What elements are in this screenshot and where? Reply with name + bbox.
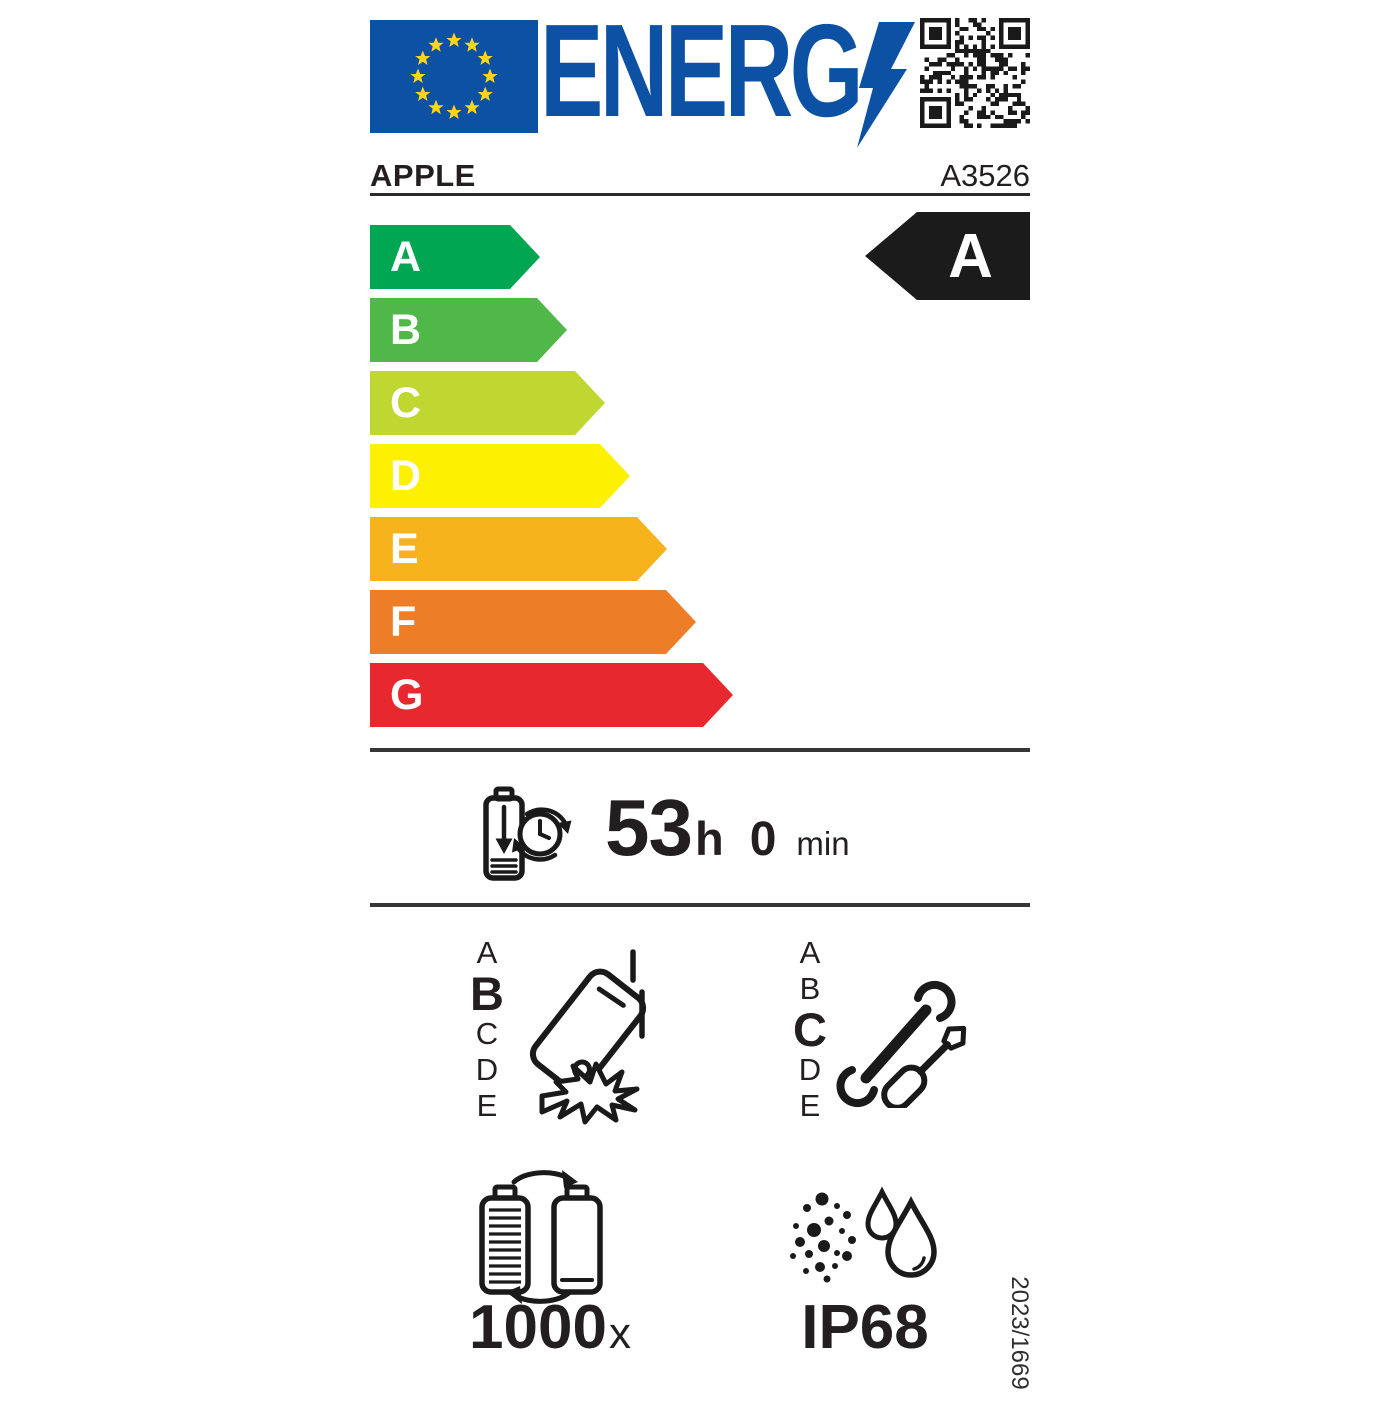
- grade-letter-a: A: [799, 935, 821, 970]
- wrench-screwdriver-icon: [836, 980, 967, 1108]
- lightning-bolt-icon: [857, 22, 915, 148]
- brand-name: APPLE: [370, 158, 476, 193]
- ip-rating: IP68: [801, 1293, 929, 1362]
- cycles-unit: x: [608, 1309, 631, 1358]
- energy-class-letter: A: [390, 232, 422, 281]
- rated-class-letter: A: [948, 221, 993, 291]
- energ-logo-text: ENERG: [540, 0, 864, 144]
- battery-cycles-value: 1000 x: [425, 1292, 675, 1363]
- grade-letter-d: D: [475, 1052, 499, 1087]
- grade-letter-a: A: [476, 935, 498, 970]
- battery-life-value: 53 h 0 min: [605, 782, 1005, 888]
- grade-letter-b-rated: B: [470, 967, 504, 1020]
- falling-phone-icon: [529, 949, 647, 1125]
- energy-class-letter: D: [390, 451, 422, 500]
- energy-class-letter: E: [390, 524, 419, 573]
- battery-divider: [370, 903, 1030, 907]
- energy-class-arrow-f: F: [370, 590, 696, 654]
- qr-code: [920, 18, 1030, 128]
- energy-class-letter: G: [390, 670, 424, 719]
- battery-life-hours: 53: [605, 783, 693, 872]
- eu-flag-icon: [370, 20, 538, 133]
- energy-class-arrow-d: D: [370, 444, 630, 508]
- battery-life-minutes-unit: min: [796, 825, 850, 862]
- grade-letter-e: E: [476, 1088, 498, 1123]
- energy-class-letter: B: [390, 305, 422, 354]
- energy-class-arrow-e: E: [370, 517, 667, 581]
- battery-duration-icon: [483, 786, 572, 881]
- battery-life-hours-unit: h: [694, 812, 724, 865]
- energy-class-arrow-b: B: [370, 298, 567, 362]
- brand-row: APPLE A3526: [370, 156, 1030, 194]
- energy-class-letter: F: [390, 597, 417, 646]
- model-number: A3526: [940, 158, 1030, 193]
- grade-letter-e: E: [799, 1088, 821, 1123]
- scale-divider: [370, 748, 1030, 752]
- energy-class-arrow-a: A: [370, 225, 540, 289]
- regulation-number: 2023/1669: [1006, 1276, 1033, 1390]
- energy-class-arrow-c: C: [370, 371, 605, 435]
- dust-water-icon: [790, 1186, 937, 1283]
- energy-class-arrow-g: G: [370, 663, 733, 727]
- energy-class-letter: C: [390, 378, 422, 427]
- battery-cycles-icon: [479, 1170, 603, 1304]
- grade-letter-d: D: [798, 1052, 822, 1087]
- grade-letter-c-rated: C: [793, 1003, 827, 1056]
- grade-letter-b: B: [799, 971, 821, 1006]
- battery-life-minutes: 0: [749, 813, 777, 866]
- grade-letter-c: C: [475, 1016, 499, 1051]
- dust-particles: [790, 1192, 856, 1283]
- header-divider: [370, 193, 1030, 196]
- cycles-number: 1000: [469, 1293, 607, 1362]
